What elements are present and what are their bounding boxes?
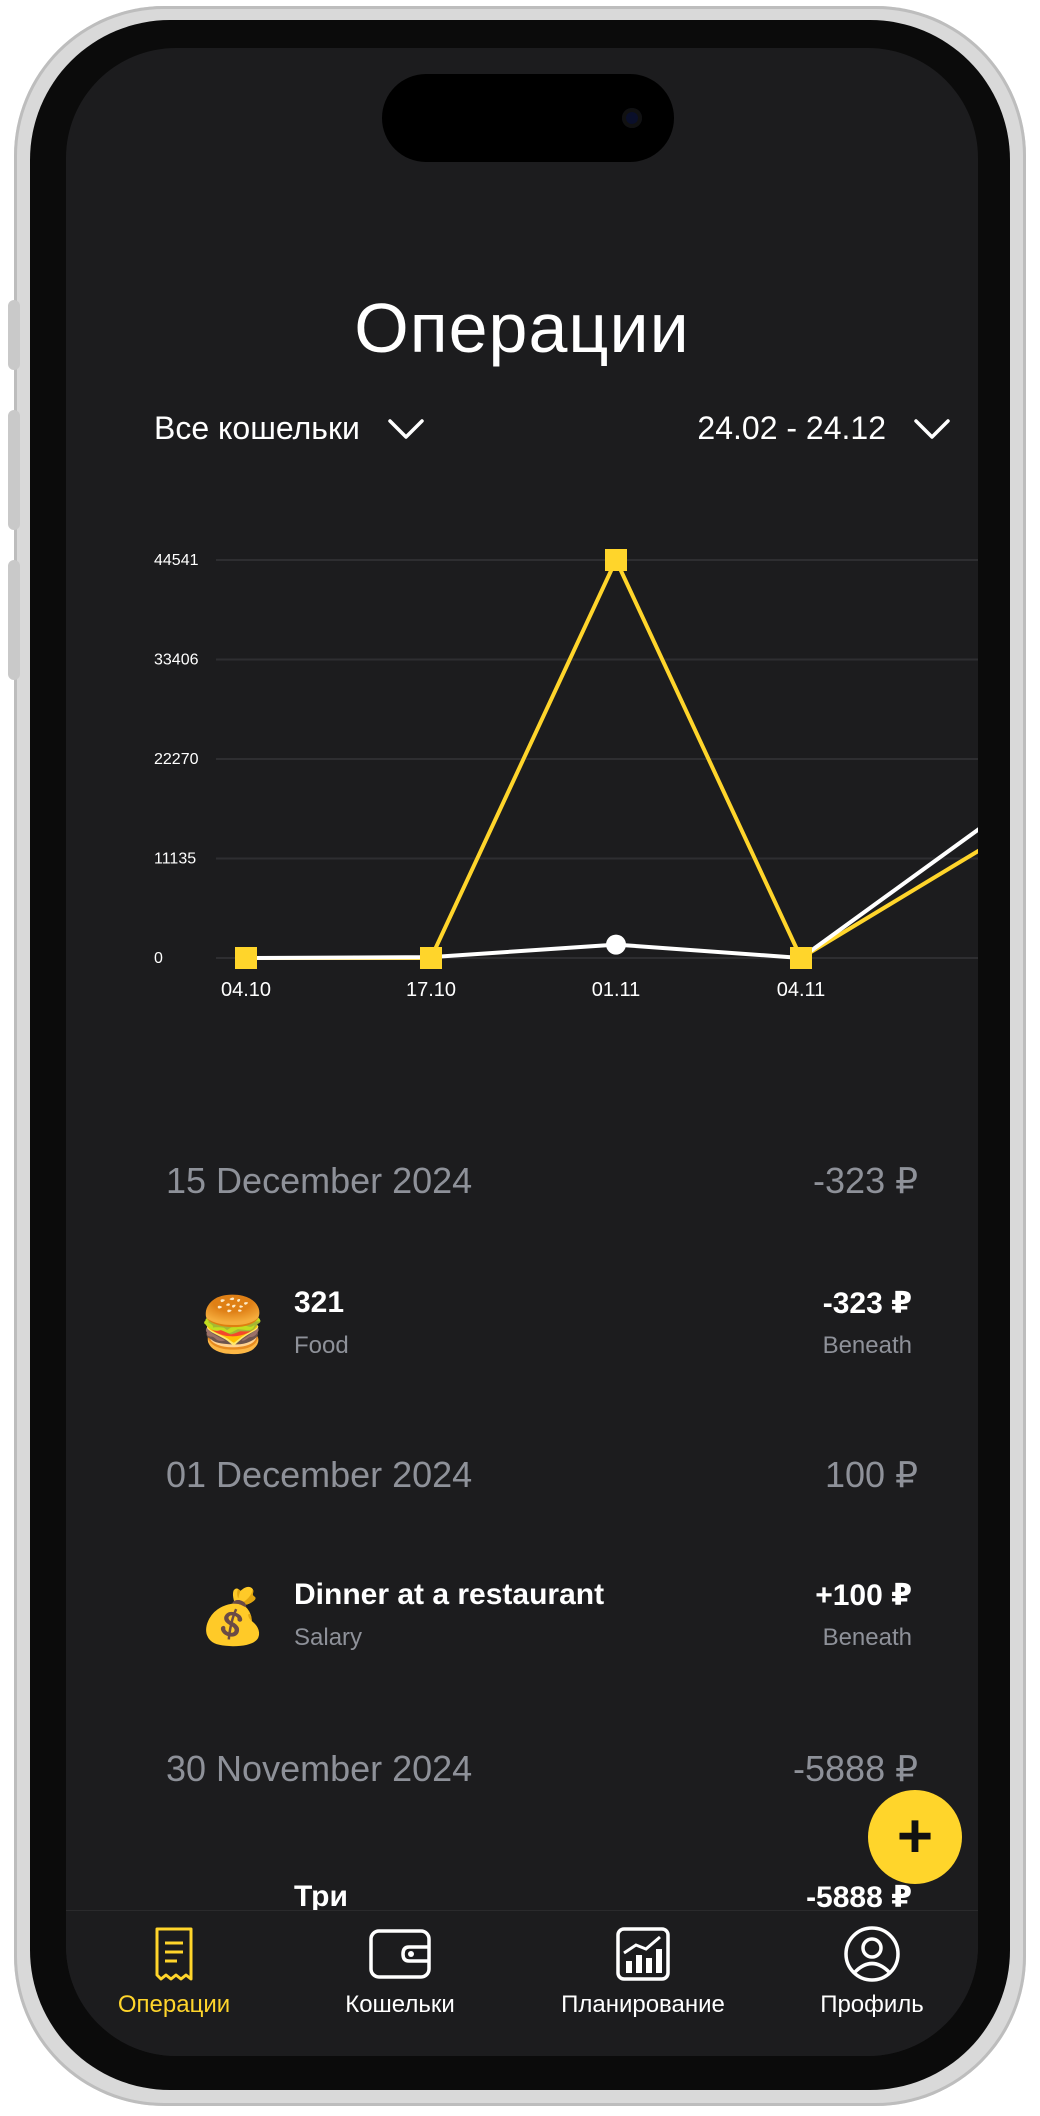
date-range-dropdown[interactable]: 24.02 - 24.12 bbox=[697, 410, 952, 447]
data-point-square bbox=[420, 947, 442, 969]
y-tick-label: 44541 bbox=[154, 552, 199, 569]
operation-wallet: Beneath bbox=[822, 1332, 912, 1359]
operation-name: Три bbox=[294, 1880, 348, 1913]
money-bag-icon: 💰 bbox=[199, 1587, 267, 1647]
operation-name: 321 bbox=[294, 1286, 345, 1319]
chevron-down-icon bbox=[914, 418, 950, 439]
operation-category: Salary bbox=[294, 1624, 363, 1651]
hamburger-icon: 🍔 bbox=[199, 1295, 267, 1355]
data-point-square bbox=[790, 947, 812, 969]
day-total: -5888 ₽ bbox=[793, 1748, 918, 1789]
day-header: 30 November 2024 -5888 ₽ bbox=[166, 1748, 918, 1790]
tab-bar: Операции Кошельки Планирование bbox=[66, 1910, 978, 2056]
receipt-icon bbox=[155, 1927, 193, 1981]
operation-amount: +100 ₽ bbox=[815, 1579, 912, 1612]
volume-up-button bbox=[8, 410, 20, 530]
tab-wallets[interactable]: Кошельки bbox=[300, 1925, 500, 2019]
tab-label: Планирование bbox=[561, 1991, 725, 2018]
operation-amount: -323 ₽ bbox=[822, 1287, 912, 1320]
screen: Операции Все кошельки 24.02 - 24.12 0 111… bbox=[66, 48, 978, 2056]
add-operation-button[interactable]: + bbox=[868, 1790, 962, 1884]
wallet-filter-dropdown[interactable]: Все кошельки bbox=[154, 410, 426, 447]
day-header: 15 December 2024 -323 ₽ bbox=[166, 1160, 918, 1202]
chevron-down-icon bbox=[388, 418, 424, 439]
operation-row[interactable]: 🍔 321 Food -323 ₽ Beneath bbox=[198, 1280, 912, 1380]
volume-down-button bbox=[8, 560, 20, 680]
day-total: -323 ₽ bbox=[813, 1160, 918, 1201]
operations-chart[interactable]: 0 11135 22270 33406 44541 04.10 17.10 01.11 04.1… bbox=[66, 528, 978, 1128]
operation-row[interactable]: 💰 Dinner at a restaurant Salary +100 ₽ B… bbox=[198, 1572, 912, 1672]
operation-wallet: Beneath bbox=[822, 1624, 912, 1651]
x-tick-label: 04.11 bbox=[777, 979, 826, 1001]
operation-name: Dinner at a restaurant bbox=[294, 1578, 605, 1611]
dynamic-island bbox=[382, 74, 674, 162]
wallet-icon bbox=[369, 1929, 431, 1979]
tab-planning[interactable]: Планирование bbox=[528, 1925, 758, 2019]
day-date: 15 December 2024 bbox=[166, 1160, 473, 1201]
y-tick-label: 33406 bbox=[154, 651, 199, 668]
y-tick-label: 11135 bbox=[154, 851, 196, 868]
tab-operations[interactable]: Операции bbox=[74, 1925, 274, 2019]
day-header: 01 December 2024 100 ₽ bbox=[166, 1454, 918, 1496]
data-point-circle bbox=[606, 934, 626, 955]
chart-icon bbox=[616, 1927, 670, 1981]
tab-label: Кошельки bbox=[345, 1991, 455, 2018]
data-point-square bbox=[605, 549, 627, 571]
x-tick-label: 01.11 bbox=[592, 979, 641, 1001]
x-tick-label: 17.10 bbox=[406, 979, 456, 1001]
profile-icon bbox=[844, 1926, 900, 1982]
tab-label: Профиль bbox=[820, 1991, 924, 2018]
data-point-square bbox=[235, 947, 257, 969]
camera-icon bbox=[622, 108, 642, 128]
operation-amount: -5888 ₽ bbox=[806, 1881, 912, 1914]
date-range-label: 24.02 - 24.12 bbox=[697, 410, 886, 446]
mute-switch bbox=[8, 300, 20, 370]
page-title: Операции bbox=[354, 289, 690, 367]
tab-label: Операции bbox=[117, 1991, 231, 2018]
day-total: 100 ₽ bbox=[825, 1454, 918, 1495]
wallet-filter-label: Все кошельки bbox=[154, 410, 360, 446]
y-tick-label: 0 bbox=[154, 950, 163, 967]
y-tick-label: 22270 bbox=[154, 751, 199, 768]
operation-category: Food bbox=[294, 1332, 349, 1359]
day-date: 30 November 2024 bbox=[166, 1748, 473, 1789]
tab-profile[interactable]: Профиль bbox=[772, 1925, 972, 2019]
operation-row[interactable]: Три -5888 ₽ bbox=[198, 1874, 912, 1974]
x-tick-label: 04.10 bbox=[221, 979, 271, 1001]
day-date: 01 December 2024 bbox=[166, 1454, 473, 1495]
